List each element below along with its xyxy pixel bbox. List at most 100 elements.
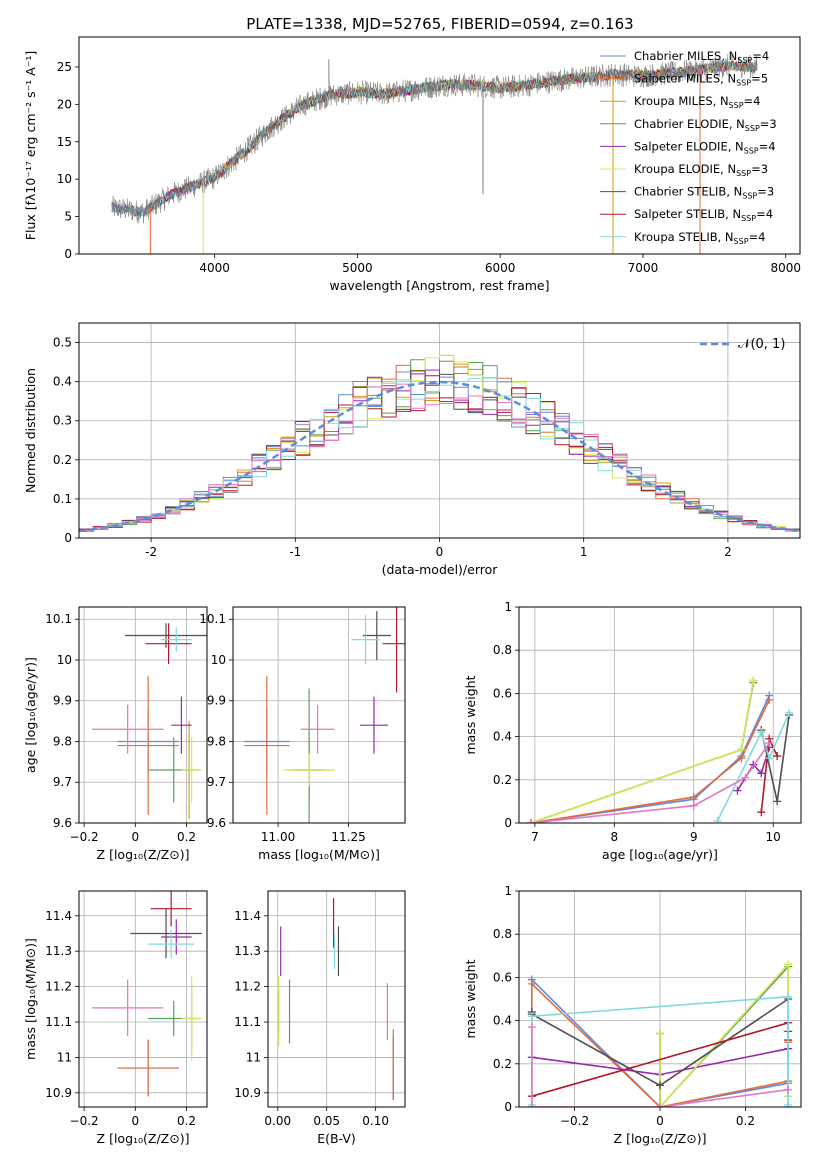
ebv-mass-xtick-label: 0.00	[264, 1114, 291, 1128]
z-weight-point-marker	[527, 1012, 536, 1021]
z-weight-ytick-label: 0	[504, 1100, 512, 1114]
residuals-xlabel: (data-model)/error	[382, 562, 499, 577]
normal-reference-curve	[79, 380, 800, 533]
age-weight-point-marker	[757, 808, 766, 817]
age-weight-xtick-label: 7	[531, 830, 539, 844]
age-weight-plot-area	[526, 676, 794, 823]
z-weight-point-marker	[527, 1023, 536, 1032]
ebv-mass-ytick-label: 11.3	[234, 944, 261, 958]
residual-histogram	[79, 377, 800, 532]
z-age-axes: −0.2 0 0.2 9.6 9.7 9.8 9.9 10 10.1 Z [log₁₀(Z/Z⊙)…	[23, 607, 207, 862]
z-age-ytick-label: 10	[57, 653, 72, 667]
mass-age-ytick-label: 10	[211, 653, 226, 667]
mass-age-ytick-label: 9.8	[207, 734, 226, 748]
age-weight-series-line	[530, 682, 755, 823]
figure-title: PLATE=1338, MJD=52765, FIBERID=0594, z=0…	[246, 15, 633, 33]
z-weight-ylabel: mass weight	[463, 959, 478, 1038]
z-mass-ytick-label: 11.3	[45, 944, 72, 958]
mass-age-xtick-label: 11.00	[261, 830, 295, 844]
z-age-ytick-label: 9.8	[53, 734, 72, 748]
age-weight-axes: 7 8 9 10 0 0.2 0.4 0.6 0.8 1 age [log₁₀(age/yr)] ma…	[463, 600, 801, 862]
legend-entry: Salpeter STELIB, NSSP=4	[634, 207, 773, 223]
residuals-ytick-label: 0.1	[53, 492, 72, 506]
z-weight-xtick-label: 0.2	[736, 1114, 755, 1128]
ebv-mass-axes: 0.00 0.05 0.10 10.9 11 11.1 11.2 11.3 11.4 E(B-V)	[234, 891, 405, 1146]
z-age-ytick-label: 9.9	[53, 694, 72, 708]
residuals-xtick-label: -2	[145, 545, 157, 559]
residuals-ytick-label: 0.5	[53, 336, 72, 350]
legend-entry: Chabrier ELODIE, NSSP=3	[634, 117, 777, 133]
z-mass-xtick-label: 0.2	[177, 1114, 196, 1128]
z-mass-ytick-label: 11	[57, 1050, 72, 1064]
age-weight-ytick-label: 0.4	[493, 730, 512, 744]
spectrum-xtick-label: 8000	[770, 261, 801, 275]
age-weight-series-line	[530, 742, 770, 823]
residuals-plot-area	[79, 354, 800, 533]
legend-entry: Kroupa STELIB, NSSP=4	[634, 230, 765, 246]
spectrum-ylabel: Flux [fλ10⁻¹⁷ erg cm⁻² s⁻¹ A⁻¹]	[23, 51, 38, 240]
z-weight-point-marker	[656, 1103, 664, 1107]
z-weight-ytick-label: 0.2	[493, 1057, 512, 1071]
ebv-mass-ytick-label: 10.9	[234, 1086, 261, 1100]
z-mass-xlabel: Z [log₁₀(Z/Z⊙)]	[97, 1131, 190, 1146]
age-weight-point-marker	[765, 695, 774, 704]
z-age-xtick-label: 0.2	[177, 830, 196, 844]
z-age-xtick-label: 0	[131, 830, 139, 844]
spectrum-observed-line	[111, 53, 758, 224]
z-weight-ytick-label: 0.4	[493, 1014, 512, 1028]
age-weight-series-line	[530, 680, 755, 823]
z-age-xtick-label: −0.2	[70, 830, 99, 844]
z-weight-point-marker	[784, 1100, 793, 1107]
age-weight-ylabel: mass weight	[463, 675, 478, 754]
residuals-xtick-label: 0	[436, 545, 444, 559]
z-mass-axes: −0.2 0 0.2 10.9 11 11.1 11.2 11.3 11.4 Z [log₁₀(Z…	[23, 891, 207, 1146]
z-age-ylabel: age [log₁₀(age/yr)]	[23, 657, 38, 773]
z-weight-point-marker	[656, 1029, 664, 1038]
age-weight-point-marker	[689, 793, 698, 802]
mass-age-xlabel: mass [log₁₀(M/M⊙)]	[258, 847, 380, 862]
z-weight-point-marker	[784, 992, 793, 1001]
mass-age-frame	[232, 606, 406, 824]
age-weight-ytick-label: 0	[504, 816, 512, 830]
spectrum-frame	[78, 36, 801, 255]
z-mass-ytick-label: 10.9	[45, 1086, 72, 1100]
spectrum-ytick-label: 25	[57, 60, 72, 74]
residuals-ytick-label: 0.3	[53, 414, 72, 428]
age-weight-point-marker	[773, 797, 782, 806]
z-mass-ytick-label: 11.4	[45, 909, 72, 923]
ebv-mass-frame	[267, 890, 406, 1108]
spectrum-xtick-label: 4000	[199, 261, 230, 275]
age-weight-point-marker	[757, 769, 766, 778]
age-weight-xtick-label: 9	[690, 830, 698, 844]
mass-age-plot-area	[244, 607, 405, 823]
age-weight-point-marker	[765, 754, 774, 763]
z-mass-ytick-label: 11.2	[45, 980, 72, 994]
ebv-mass-xlabel: E(B-V)	[317, 1131, 356, 1146]
z-age-frame	[78, 606, 208, 824]
residuals-xtick-label: 2	[724, 545, 732, 559]
legend-entry: Chabrier MILES, NSSP=4	[634, 49, 769, 65]
z-age-ytick-label: 9.7	[53, 775, 72, 789]
age-weight-ytick-label: 0.8	[493, 643, 512, 657]
legend-entry: Salpeter ELODIE, NSSP=4	[634, 139, 776, 155]
age-weight-point-marker	[741, 773, 750, 782]
z-age-plot-area	[91, 623, 207, 819]
spectrum-xtick-label: 6000	[485, 261, 516, 275]
age-weight-point-marker	[737, 754, 746, 763]
age-weight-series-line	[530, 699, 770, 823]
age-weight-ytick-label: 0.2	[493, 773, 512, 787]
spectrum-ytick-label: 0	[64, 247, 72, 261]
mass-age-ytick-label: 9.7	[207, 775, 226, 789]
mass-age-ytick-label: 9.9	[207, 694, 226, 708]
mass-age-ytick-label: 9.6	[207, 816, 226, 830]
z-weight-xlabel: Z [log₁₀(Z/Z⊙)]	[614, 1131, 707, 1146]
spectrum-axes: 4000 5000 6000 7000 8000 0 5 10 15 20 25 wavelength…	[23, 51, 801, 293]
age-weight-point-marker	[749, 676, 758, 685]
legend-entry: Salpeter MILES, NSSP=5	[634, 72, 768, 88]
z-weight-plot-area	[527, 960, 793, 1107]
residual-histogram	[79, 383, 800, 532]
legend-entry: 𝒩(0, 1)	[738, 337, 785, 352]
residuals-ytick-label: 0.2	[53, 453, 72, 467]
z-weight-xtick-label: 0	[656, 1114, 664, 1128]
